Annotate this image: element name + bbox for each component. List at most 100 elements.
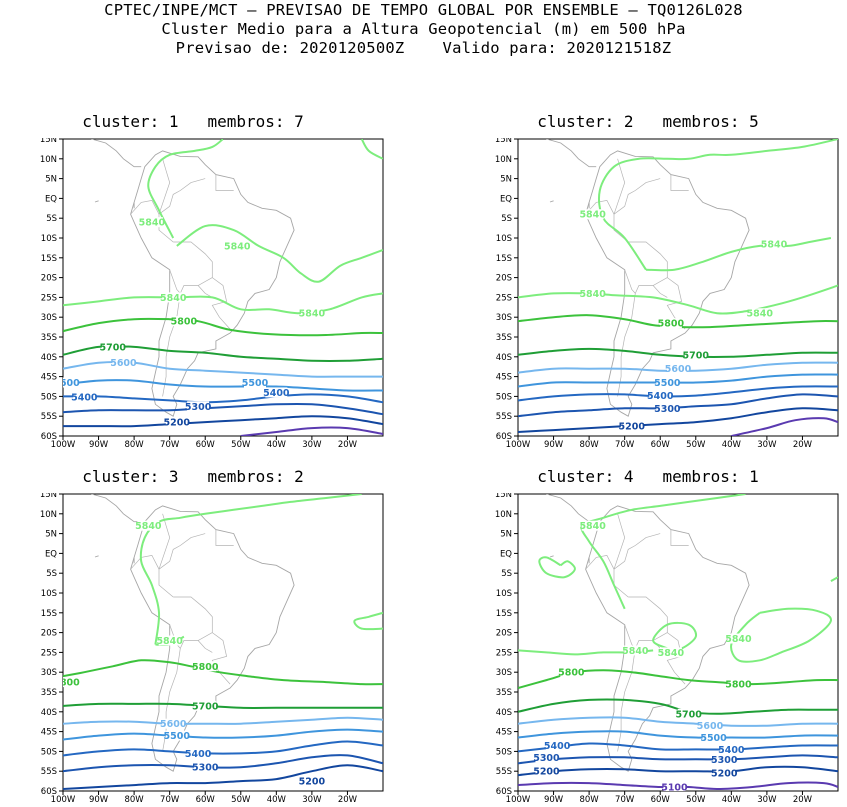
lat-tick-label: EQ	[500, 194, 512, 204]
lon-tick-label: 30W	[757, 440, 777, 448]
lat-tick-label: 40S	[496, 353, 512, 363]
contour-line-5840	[63, 292, 383, 315]
lat-tick-label: 10S	[41, 234, 57, 244]
contour-label: 5400	[544, 741, 571, 752]
lon-tick-label: 60W	[651, 795, 671, 803]
lat-tick-label: 45S	[496, 373, 512, 383]
lat-tick-label: 35S	[496, 688, 512, 698]
lat-tick-label: 40S	[496, 708, 512, 718]
contour-line-5500	[63, 379, 383, 392]
contour-label-bg	[727, 633, 750, 644]
contour-label: 5300	[192, 763, 219, 774]
lat-tick-label: 20S	[41, 274, 57, 284]
contour-line-5840	[353, 611, 383, 631]
country-border	[169, 241, 213, 295]
contour-label: 5400	[71, 393, 98, 404]
country-border	[613, 158, 626, 215]
header-line-1: CPTEC/INPE/MCT — PREVISAO DE TEMPO GLOBA…	[104, 1, 743, 19]
lat-tick-label: 45S	[496, 728, 512, 738]
contour-label-bg	[112, 357, 135, 368]
lat-tick-label: 25S	[41, 648, 57, 658]
contour-label-bg	[300, 308, 323, 319]
lat-tick-label: 20S	[496, 629, 512, 639]
contour-label: 5400	[185, 749, 212, 760]
lat-tick-label: 45S	[41, 728, 57, 738]
contour-label-bg	[727, 679, 750, 690]
lat-tick-label: 35S	[41, 333, 57, 343]
lat-tick-label: 50S	[41, 392, 57, 402]
panel-title: cluster: 4 membros: 1	[537, 467, 759, 486]
contour-label: 5200	[299, 777, 326, 788]
contour-label: 5600	[110, 358, 137, 369]
contour-label-bg	[137, 520, 160, 531]
contour-label: 5840	[725, 634, 752, 645]
header-line-2: Cluster Medio para a Altura Geopotencial…	[161, 20, 686, 38]
contour-label-bg	[649, 390, 672, 401]
lat-tick-label: 15N	[40, 138, 57, 145]
contour-label: 5840	[224, 241, 251, 252]
header-line-3: Previsao de: 2020120500Z Valido para: 20…	[175, 39, 672, 57]
contour-label: 5700	[675, 709, 702, 720]
lat-tick-label: 15N	[495, 138, 512, 145]
contour-label-bg	[620, 421, 643, 432]
lat-tick-label: 55S	[496, 412, 512, 422]
contour-line-5840	[360, 139, 383, 160]
contour-label: 5800	[171, 317, 198, 328]
lon-tick-label: 50W	[231, 795, 251, 803]
contour-line-5700	[63, 702, 383, 709]
contour-label-bg	[656, 403, 679, 414]
lon-tick-label: 100W	[51, 440, 76, 448]
contour-line-5840	[176, 224, 383, 283]
contour-label-bg	[63, 377, 78, 388]
contour-label: 5200	[711, 769, 738, 780]
country-border	[197, 640, 213, 653]
contour-line-5600	[63, 716, 383, 725]
lat-tick-label: 35S	[41, 688, 57, 698]
lat-tick-label: EQ	[500, 549, 512, 559]
contour-label: 5840	[579, 521, 606, 532]
contour-label-bg	[194, 661, 217, 672]
lat-tick-label: 5S	[46, 214, 57, 224]
lat-tick-label: 45S	[41, 373, 57, 383]
country-border	[652, 285, 668, 298]
coastline	[585, 505, 750, 772]
coastline	[549, 200, 554, 203]
lat-tick-label: 15S	[496, 609, 512, 619]
contour-label: 5800	[53, 678, 80, 689]
lat-tick-label: 10S	[496, 589, 512, 599]
map-panel-cluster-2: cluster: 2 membros: 5 5840 5840 5840 5840 58…	[455, 112, 841, 450]
coastline	[91, 139, 142, 168]
contour-line-5200	[63, 415, 383, 428]
coastline	[546, 139, 597, 168]
contour-label: 5400	[263, 388, 290, 399]
lat-tick-label: 60S	[496, 432, 512, 442]
contour-label: 5500	[164, 731, 191, 742]
contour-line-5400	[518, 742, 838, 753]
contour-label-bg	[244, 377, 266, 388]
lat-tick-label: 25S	[496, 293, 512, 303]
contour-label-bg	[677, 708, 700, 719]
contour-label: 5800	[192, 662, 219, 673]
contour-line-5400	[63, 740, 383, 757]
lon-tick-label: 80W	[124, 440, 144, 448]
country-border	[585, 555, 615, 570]
lat-tick-label: 55S	[41, 767, 57, 777]
contour-label: 5300	[654, 404, 681, 415]
contour-label: 5840	[139, 218, 166, 229]
contour-line-5200	[518, 407, 838, 433]
lat-tick-label: 50S	[496, 747, 512, 757]
lon-tick-label: 20W	[793, 440, 813, 448]
contour-label: 5840	[622, 646, 649, 657]
lon-tick-label: 40W	[267, 440, 287, 448]
contour-label-bg	[172, 316, 195, 327]
contour-line-5840	[147, 139, 224, 239]
contour-line-5500	[518, 730, 838, 739]
contour-label-bg	[684, 349, 707, 360]
contour-label: 5600	[160, 719, 187, 730]
country-border	[585, 200, 615, 215]
country-border	[617, 648, 636, 752]
contour-label-bg	[165, 417, 188, 428]
country-border	[613, 513, 626, 570]
